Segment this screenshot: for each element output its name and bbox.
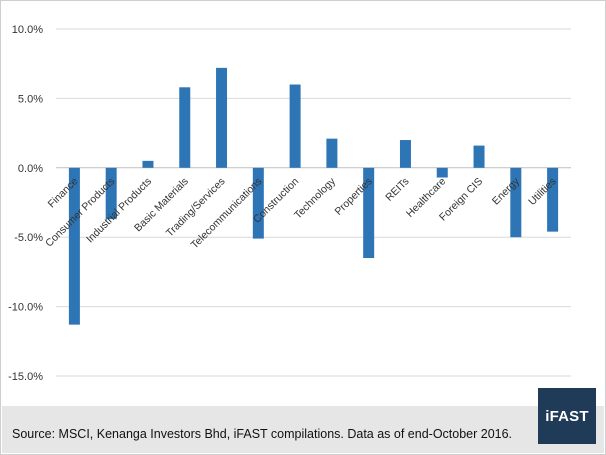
bar — [105, 167, 117, 220]
y-tick-label: -5.0% — [14, 232, 43, 244]
bar — [289, 84, 301, 168]
bar — [326, 138, 338, 168]
y-tick-label: 5.0% — [18, 93, 43, 105]
bars — [68, 67, 559, 325]
y-tick-label: 10.0% — [12, 24, 43, 36]
bar — [399, 140, 411, 168]
bar — [547, 167, 559, 232]
y-tick-label: 0.0% — [18, 163, 43, 175]
gridlines — [56, 28, 571, 377]
source-footer: Source: MSCI, Kenanga Investors Bhd, iFA… — [2, 406, 604, 453]
bar — [179, 87, 191, 168]
y-axis-tick-labels: 10.0% 5.0% 0.0% -5.0% -10.0% -15.0% — [8, 24, 43, 383]
bar — [142, 160, 154, 168]
bar — [363, 167, 375, 259]
bar — [436, 167, 448, 178]
category-label: Industrial Products — [84, 175, 154, 245]
y-tick-label: -10.0% — [8, 302, 43, 314]
sector-returns-bar-chart: 10.0% 5.0% 0.0% -5.0% -10.0% -15.0% FinanceCo… — [8, 24, 571, 383]
bar — [68, 167, 80, 325]
bar — [510, 167, 522, 238]
bar — [216, 67, 228, 168]
ifast-logo: iFAST — [538, 388, 596, 444]
y-tick-label: -15.0% — [8, 371, 43, 383]
source-note: Source: MSCI, Kenanga Investors Bhd, iFA… — [12, 427, 513, 441]
category-label: REITs — [383, 175, 411, 203]
bar — [252, 167, 264, 239]
bar — [473, 145, 485, 168]
ifast-logo-text: iFAST — [545, 407, 589, 425]
